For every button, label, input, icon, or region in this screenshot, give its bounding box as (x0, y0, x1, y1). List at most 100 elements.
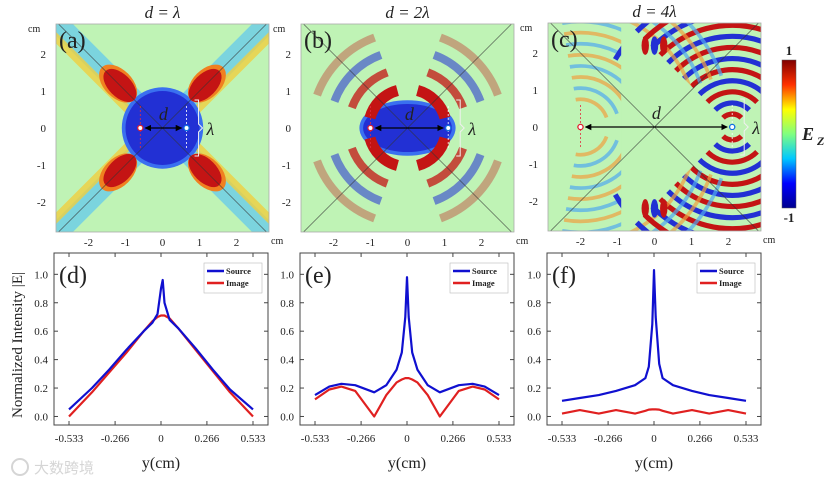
field-map-a: λ d (a) d = λ 2 1 0 -1 -2 -2 -1 0 1 2 cm cm (28, 3, 283, 249)
x-tick-label: 1 (197, 237, 203, 249)
x-tick-label: 0 (652, 236, 658, 248)
x-unit-label: cm (271, 236, 283, 247)
y-tick-label: 0.0 (34, 411, 48, 423)
y-tick-label: 0.6 (280, 326, 294, 338)
series-line-source (561, 269, 747, 402)
legend-label: Source (719, 266, 744, 276)
x-tick-label: 0 (160, 237, 166, 249)
distance-label: d (159, 104, 169, 124)
x-tick-label: 0.266 (195, 433, 220, 445)
y-tick-label: 1 (533, 85, 539, 97)
series-line-image (314, 377, 500, 418)
intensity-charts: 0.0 0.2 0.4 0.6 0.8 1.0 -0.533 -0.266 0 0.266 0.53… (10, 252, 762, 472)
x-tick-label: 1 (442, 237, 448, 249)
y-tick-label: 0.0 (280, 411, 294, 423)
lambda-label: λ (751, 118, 760, 138)
x-tick-label: 0.266 (688, 433, 713, 445)
y-tick-label: 2 (41, 49, 47, 61)
x-tick-label: 0 (404, 433, 410, 445)
x-tick-label: -1 (121, 237, 130, 249)
x-tick-label: 0 (651, 433, 657, 445)
x-tick-label: -0.266 (594, 433, 623, 445)
x-axis-label: y(cm) (635, 455, 673, 472)
x-tick-label: 0.266 (441, 433, 466, 445)
intensity-chart-e: 0.0 0.2 0.4 0.6 0.8 1.0 -0.533 -0.266 0 0.266 0.53… (280, 252, 515, 472)
series-line-source (68, 278, 254, 411)
y-tick-label: 0.4 (527, 355, 541, 367)
map-frame (547, 22, 762, 232)
x-tick-label: 2 (234, 237, 240, 249)
y-tick-label: 2 (533, 48, 539, 60)
colorbar: 1 -1 E Z (781, 43, 825, 225)
y-tick-label: 0.2 (527, 383, 541, 395)
x-tick-label: 0 (405, 237, 411, 249)
source-point-icon (728, 123, 736, 131)
y-tick-label: 2 (286, 49, 292, 61)
source-point-icon (444, 124, 452, 132)
colorbar-title: E (801, 124, 814, 144)
watermark-text: 大数跨境 (34, 459, 94, 477)
colorbar-title-subscript: Z (816, 134, 825, 148)
panel-label: (e) (305, 263, 332, 289)
field-map-c: λ d (c) d = 4λ 2 1 0 -1 -2 -2 -1 0 1 2 cm cm (520, 2, 775, 248)
distance-label: d (405, 104, 415, 124)
legend (203, 262, 263, 294)
map-frame (300, 23, 515, 233)
intensity-chart-f: 0.0 0.2 0.4 0.6 0.8 1.0 -0.533 -0.266 0 0.266 0.53… (527, 252, 762, 472)
y-tick-label: 1 (286, 86, 292, 98)
panel-label: (b) (304, 28, 332, 54)
x-tick-label: -0.533 (55, 433, 84, 445)
image-point-icon (577, 123, 584, 131)
y-tick-label: -1 (37, 160, 46, 172)
panel-title: d = 4λ (632, 2, 676, 21)
x-tick-label: 0.533 (241, 433, 266, 445)
y-tick-label: 0 (41, 123, 47, 135)
colorbar-max-label: 1 (786, 43, 793, 58)
y-tick-label: 0.4 (34, 355, 48, 367)
y-tick-label: 0 (286, 123, 292, 135)
y-tick-label: 1.0 (34, 269, 48, 281)
legend (449, 262, 509, 294)
x-tick-label: -0.533 (548, 433, 577, 445)
x-tick-label: -0.533 (301, 433, 330, 445)
y-axis-label: Normalized Intensity |E| (10, 272, 26, 418)
lambda-bracket (740, 98, 749, 156)
x-unit-label: cm (763, 235, 775, 246)
legend-label: Source (472, 266, 497, 276)
lambda-bracket (194, 99, 204, 157)
x-tick-label: 1 (689, 236, 695, 248)
y-tick-label: 0.2 (280, 383, 294, 395)
y-tick-label: 0.0 (527, 411, 541, 423)
y-tick-label: 1 (41, 86, 47, 98)
y-tick-label: 0.4 (280, 355, 294, 367)
legend-label: Image (719, 278, 742, 288)
image-point-icon (137, 124, 144, 132)
y-tick-label: 0.6 (34, 326, 48, 338)
legend-label: Source (226, 266, 251, 276)
legend (696, 262, 756, 294)
x-tick-label: -1 (613, 236, 622, 248)
watermark: 大数跨境 (11, 458, 94, 477)
legend-label: Image (226, 278, 249, 288)
distance-label: d (652, 103, 662, 123)
y-unit-label: cm (28, 24, 40, 35)
y-tick-label: 0.8 (280, 298, 294, 310)
panel-label: (f) (552, 263, 576, 289)
lambda-label: λ (467, 119, 476, 139)
y-tick-label: -1 (529, 159, 538, 171)
x-tick-label: 2 (726, 236, 732, 248)
x-unit-label: cm (516, 236, 528, 247)
lambda-bracket (456, 99, 465, 157)
x-tick-label: 0.533 (487, 433, 512, 445)
x-tick-label: -1 (366, 237, 375, 249)
legend-label: Image (472, 278, 495, 288)
y-tick-label: -2 (37, 197, 46, 209)
y-tick-label: -2 (282, 197, 291, 209)
lambda-label: λ (206, 119, 215, 139)
intensity-chart-d: 0.0 0.2 0.4 0.6 0.8 1.0 -0.533 -0.266 0 0.266 0.53… (10, 252, 269, 472)
image-point-icon (367, 124, 374, 132)
panel-label: (d) (59, 263, 87, 289)
series-line-image (561, 408, 747, 415)
y-tick-label: 0 (533, 122, 539, 134)
